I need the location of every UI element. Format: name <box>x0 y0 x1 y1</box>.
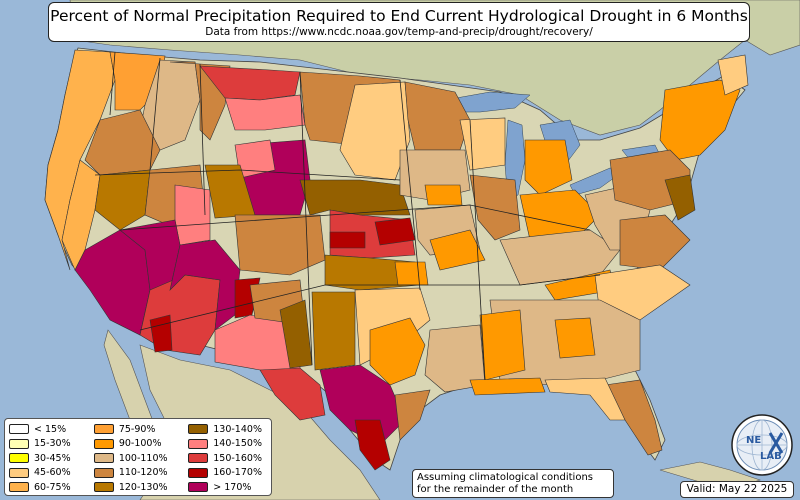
state-borders <box>94 51 601 381</box>
legend-swatch <box>9 424 29 435</box>
legend-swatch <box>188 424 209 435</box>
region-kansas-red <box>329 231 366 249</box>
legend-swatch <box>188 438 209 449</box>
legend-label: 140-150% <box>213 438 262 450</box>
legend-label: 45-60% <box>34 467 71 479</box>
region-mid-atlantic <box>664 174 696 221</box>
legend-label: 150-160% <box>213 452 262 464</box>
legend-label: 90-100% <box>118 438 162 450</box>
region-montana-south <box>224 94 306 131</box>
legend-label: 75-90% <box>118 423 156 435</box>
region-florida-north <box>544 377 626 421</box>
assumption-note: Assuming climatological conditions for t… <box>412 469 614 498</box>
legend-item: 90-100% <box>93 437 180 452</box>
region-texas-south <box>319 364 406 446</box>
legend-swatch <box>9 453 29 464</box>
region-illinois <box>469 174 521 241</box>
legend-swatch <box>188 453 209 464</box>
region-nebraska-east <box>374 217 416 246</box>
logo-text-top: NE <box>746 435 761 446</box>
region-colorado <box>234 214 326 276</box>
region-maine <box>717 54 749 96</box>
legend-label: 100-110% <box>118 452 168 464</box>
legend-column-2: 75-90% 90-100% 100-110% 110-120% 120-130… <box>93 422 180 495</box>
legend-item: 150-160% <box>188 451 267 466</box>
region-oklahoma-east <box>394 261 429 286</box>
legend-column-3: 130-140% 140-150% 150-160% 160-170% > 17… <box>188 422 267 495</box>
legend-label: 30-45% <box>34 452 71 464</box>
region-texas-gulf <box>394 389 431 441</box>
region-nebraska-kansas <box>299 179 411 216</box>
legend-swatch <box>9 438 29 449</box>
region-wisconsin <box>459 117 506 171</box>
legend-label: 130-140% <box>213 423 262 435</box>
legend: < 15% 15-30% 30-45% 45-60% 60-75% 75-90%… <box>4 418 272 496</box>
region-virginia <box>619 214 691 271</box>
legend-item: 130-140% <box>188 422 267 437</box>
legend-swatch <box>93 438 114 449</box>
legend-item: 120-130% <box>93 480 180 495</box>
region-arizona-south <box>149 314 173 353</box>
legend-item: 110-120% <box>93 466 180 481</box>
region-missouri-south <box>429 229 486 271</box>
legend-item: < 15% <box>9 422 86 437</box>
legend-swatch <box>9 482 29 493</box>
legend-item: 140-150% <box>188 437 267 452</box>
legend-item: 45-60% <box>9 466 86 481</box>
note-line-1: Assuming climatological conditions <box>417 472 593 483</box>
legend-item: 15-30% <box>9 437 86 452</box>
region-ohio-valley <box>519 189 601 241</box>
legend-label: 110-120% <box>118 467 168 479</box>
legend-column-1: < 15% 15-30% 30-45% 45-60% 60-75% <box>9 422 86 495</box>
map-title: Percent of Normal Precipitation Required… <box>50 7 748 25</box>
legend-swatch <box>93 424 114 435</box>
note-line-2: for the remainder of the month <box>417 484 574 495</box>
region-mississippi <box>479 309 526 381</box>
region-texas-deep-south <box>354 419 391 471</box>
region-texas-panhandle <box>311 291 356 371</box>
region-kentucky-tennessee <box>499 229 621 286</box>
logo-text-bottom: LAB <box>760 451 782 462</box>
nexlab-globe-logo-icon: NE LAB <box>731 414 793 476</box>
legend-swatch <box>9 467 29 478</box>
region-gulf-coast <box>469 377 546 396</box>
region-louisiana <box>424 324 486 393</box>
legend-swatch <box>93 453 114 464</box>
legend-label: 160-170% <box>213 467 262 479</box>
region-michigan <box>524 139 573 196</box>
legend-item: 30-45% <box>9 451 86 466</box>
valid-date: Valid: May 22 2025 <box>680 481 794 498</box>
legend-label: < 15% <box>34 423 67 435</box>
legend-item: 75-90% <box>93 422 180 437</box>
region-texas-west <box>259 367 326 421</box>
title-box: Percent of Normal Precipitation Required… <box>48 2 750 42</box>
map-subtitle: Data from https://www.ncdc.noaa.gov/temp… <box>205 26 593 38</box>
legend-label: > 170% <box>213 481 252 493</box>
legend-swatch <box>93 482 114 493</box>
region-alabama-orange <box>554 317 596 359</box>
region-iowa-orange <box>424 184 463 206</box>
legend-swatch <box>188 467 209 478</box>
legend-label: 15-30% <box>34 438 71 450</box>
legend-swatch <box>188 482 209 493</box>
legend-label: 120-130% <box>118 481 168 493</box>
legend-item: 60-75% <box>9 480 86 495</box>
legend-item: 160-170% <box>188 466 267 481</box>
region-texas-east <box>369 317 426 386</box>
region-nevada-north <box>94 169 151 231</box>
legend-item: > 170% <box>188 480 267 495</box>
legend-label: 60-75% <box>34 481 71 493</box>
legend-swatch <box>93 467 114 478</box>
legend-item: 100-110% <box>93 451 180 466</box>
